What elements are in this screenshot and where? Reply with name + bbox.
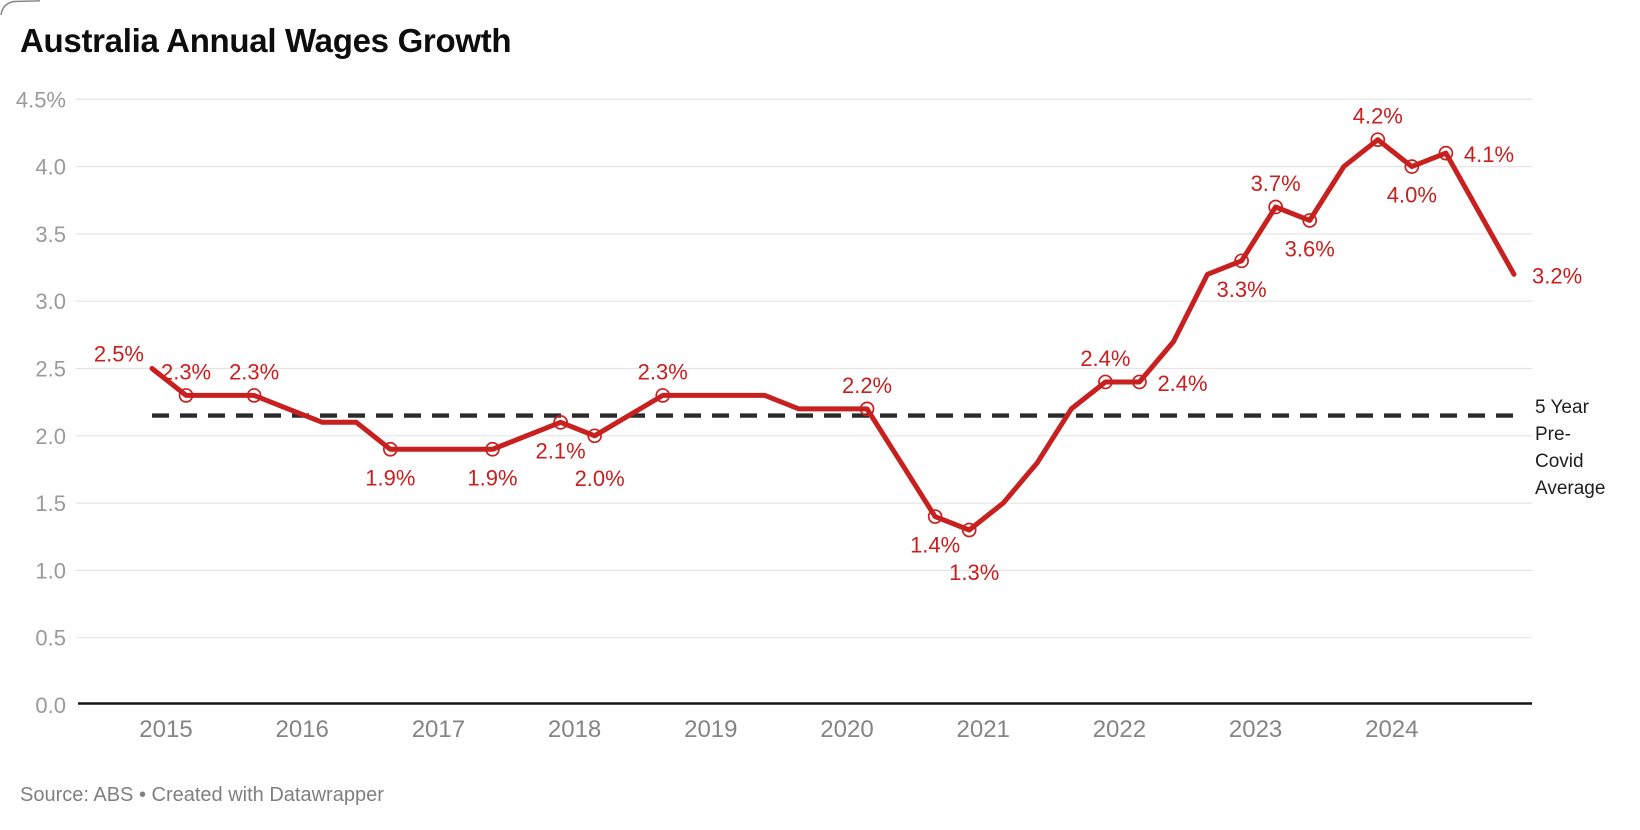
data-point-label: 4.2% [1353, 104, 1403, 129]
data-point-label: 2.3% [161, 359, 211, 384]
data-point-marker[interactable] [587, 428, 603, 444]
data-point-marker[interactable] [1132, 374, 1147, 390]
y-axis-tick-label: 0.5 [35, 626, 66, 651]
data-point-label: 4.1% [1464, 142, 1514, 167]
data-point-label: 3.2% [1532, 263, 1582, 288]
data-point-label: 2.3% [229, 359, 279, 384]
x-axis-year-label: 2016 [276, 716, 329, 743]
data-point-label: 4.0% [1387, 183, 1437, 208]
x-axis-year-label: 2018 [548, 716, 601, 743]
x-axis-year-label: 2022 [1093, 716, 1146, 743]
y-axis-tick-label: 4.5% [16, 87, 66, 112]
data-point-marker[interactable] [961, 522, 977, 538]
x-axis-year-label: 2023 [1229, 716, 1282, 743]
data-point-label: 2.2% [842, 373, 892, 398]
data-point-label: 1.4% [910, 533, 960, 558]
data-point-marker[interactable] [927, 509, 943, 524]
data-point-marker[interactable] [1302, 213, 1318, 228]
data-point-marker[interactable] [655, 388, 671, 403]
data-point-marker[interactable] [383, 441, 398, 457]
data-point-marker[interactable] [178, 388, 194, 403]
x-axis-year-label: 2017 [412, 716, 465, 743]
data-point-marker[interactable] [1234, 253, 1249, 269]
y-axis-tick-label: 2.5 [35, 357, 66, 382]
data-point-marker[interactable] [1404, 159, 1420, 174]
screenshot-corner-artifact [0, 0, 41, 16]
x-axis-year-label: 2020 [820, 716, 873, 743]
y-axis-tick-label: 2.0 [35, 424, 66, 449]
data-point-label: 3.6% [1285, 236, 1335, 261]
data-point-marker[interactable] [1098, 374, 1113, 390]
data-point-label: 2.4% [1080, 346, 1130, 371]
data-point-marker[interactable] [1268, 199, 1284, 215]
data-point-label: 1.9% [467, 465, 517, 490]
data-point-marker[interactable] [1370, 132, 1386, 148]
chart-title: Australia Annual Wages Growth [20, 22, 512, 59]
data-point-marker[interactable] [859, 401, 875, 417]
data-point-label: 1.3% [949, 560, 999, 585]
y-axis-tick-label: 1.5 [35, 491, 66, 516]
x-axis-year-label: 2024 [1365, 716, 1418, 743]
data-point-label: 2.3% [638, 359, 688, 384]
y-axis-tick-label: 0.0 [35, 693, 66, 718]
data-point-label: 2.1% [536, 438, 586, 463]
data-point-label: 2.4% [1157, 371, 1207, 396]
source-note: Source: ABS • Created with Datawrapper [20, 784, 384, 806]
x-axis-year-label: 2019 [684, 716, 737, 743]
y-axis-tick-label: 4.0 [35, 155, 66, 180]
data-point-label: 1.9% [365, 465, 415, 490]
data-point-marker[interactable] [1438, 145, 1454, 161]
data-point-marker[interactable] [246, 388, 262, 403]
y-axis-tick-label: 3.5 [35, 222, 66, 247]
y-axis-tick-label: 3.0 [35, 289, 66, 314]
wages-growth-line [149, 137, 1517, 533]
data-point-label: 3.3% [1217, 277, 1267, 302]
y-axis-tick-label: 1.0 [35, 558, 66, 583]
reference-line-label: 5 Year Pre- Covid Average [1535, 397, 1606, 499]
x-axis-year-label: 2021 [957, 716, 1010, 743]
data-point-label: 3.7% [1251, 171, 1301, 196]
x-axis-year-label: 2015 [139, 716, 192, 743]
data-point-marker[interactable] [485, 441, 500, 457]
data-point-label: 2.5% [94, 342, 144, 367]
data-point-marker[interactable] [553, 414, 568, 430]
data-point-label: 2.0% [575, 466, 625, 491]
